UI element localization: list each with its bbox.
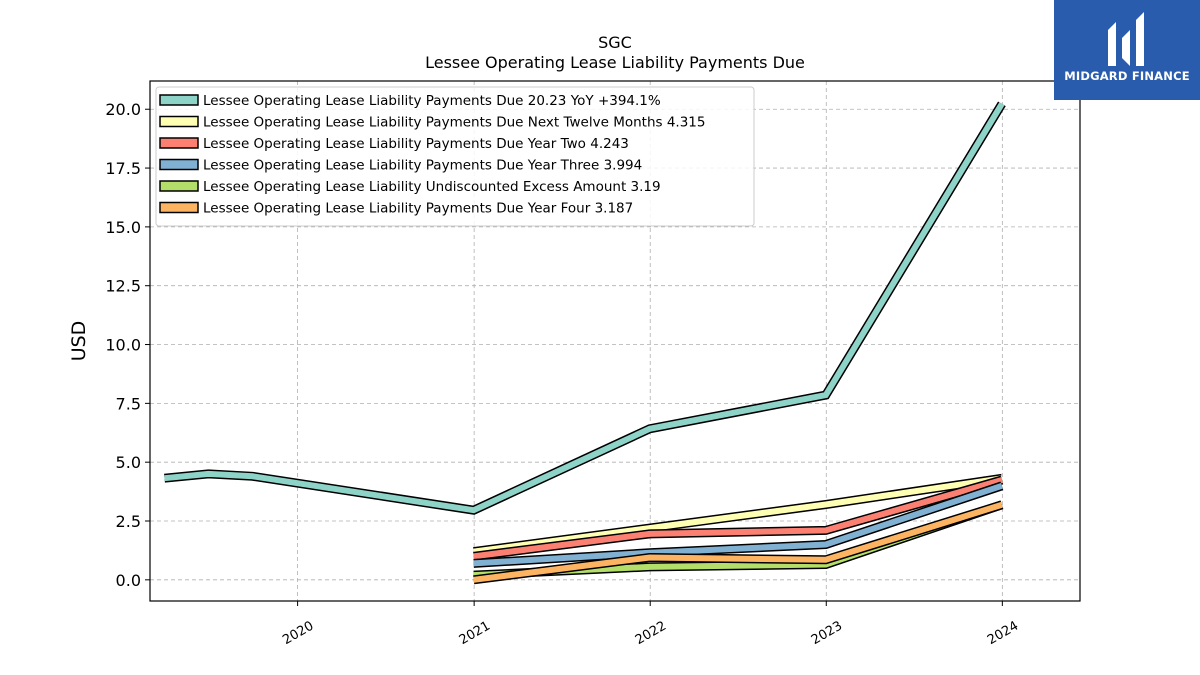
x-tick-label: 2023 <box>809 619 845 649</box>
x-tick-label: 2022 <box>633 619 669 649</box>
y-tick-label: 15.0 <box>105 218 141 237</box>
y-tick-label: 5.0 <box>116 453 141 472</box>
plot-frame <box>149 80 1081 602</box>
series-line-5 <box>473 501 1003 583</box>
y-tick-label: 17.5 <box>105 159 141 178</box>
legend-entry-4: Lessee Operating Lease Liability Undisco… <box>203 179 661 195</box>
series-line-0 <box>164 102 1005 514</box>
legend-entry-3: Lessee Operating Lease Liability Payment… <box>203 158 642 174</box>
legend-box <box>155 86 755 227</box>
legend-swatch-0 <box>159 94 199 106</box>
chart-subtitle: Lessee Operating Lease Liability Payment… <box>425 53 805 72</box>
y-tick-label: 12.5 <box>105 277 141 296</box>
legend-swatch-5 <box>159 201 199 214</box>
legend-swatch-2 <box>159 137 199 149</box>
series-outline-3 <box>473 481 1004 568</box>
x-tick-label: 2020 <box>280 619 316 649</box>
y-axis-label: USD <box>68 321 90 362</box>
legend-entry-2: Lessee Operating Lease Liability Payment… <box>203 136 629 152</box>
series-line-2 <box>473 477 1003 560</box>
legend-entry-0: Lessee Operating Lease Liability Payment… <box>203 93 661 109</box>
legend-swatch-3 <box>159 158 199 171</box>
y-tick-label: 10.0 <box>105 336 141 355</box>
legend-swatch-1 <box>159 115 199 128</box>
series-line-3 <box>473 482 1003 567</box>
y-tick-label: 2.5 <box>116 512 141 531</box>
series-line-1 <box>473 475 1003 555</box>
legend-swatch-4 <box>159 180 199 192</box>
legend-entry-1: Lessee Operating Lease Liability Payment… <box>203 115 705 131</box>
series-lines <box>164 101 1006 585</box>
chart-title: SGC <box>598 33 632 52</box>
x-tick-label: 2021 <box>457 619 493 649</box>
legend: Lessee Operating Lease Liability Payment… <box>155 86 755 227</box>
y-tick-label: 20.0 <box>105 100 141 119</box>
legend-entry-5: Lessee Operating Lease Liability Payment… <box>203 201 633 217</box>
y-tick-label: 7.5 <box>116 394 141 413</box>
midgard-finance-logo: MIDGARD FINANCE <box>1054 0 1200 100</box>
logo-mark-icon <box>1108 12 1144 66</box>
y-tick-label: 0.0 <box>116 571 141 590</box>
x-tick-label: 2024 <box>985 619 1021 649</box>
logo-text: MIDGARD FINANCE <box>1064 69 1190 83</box>
